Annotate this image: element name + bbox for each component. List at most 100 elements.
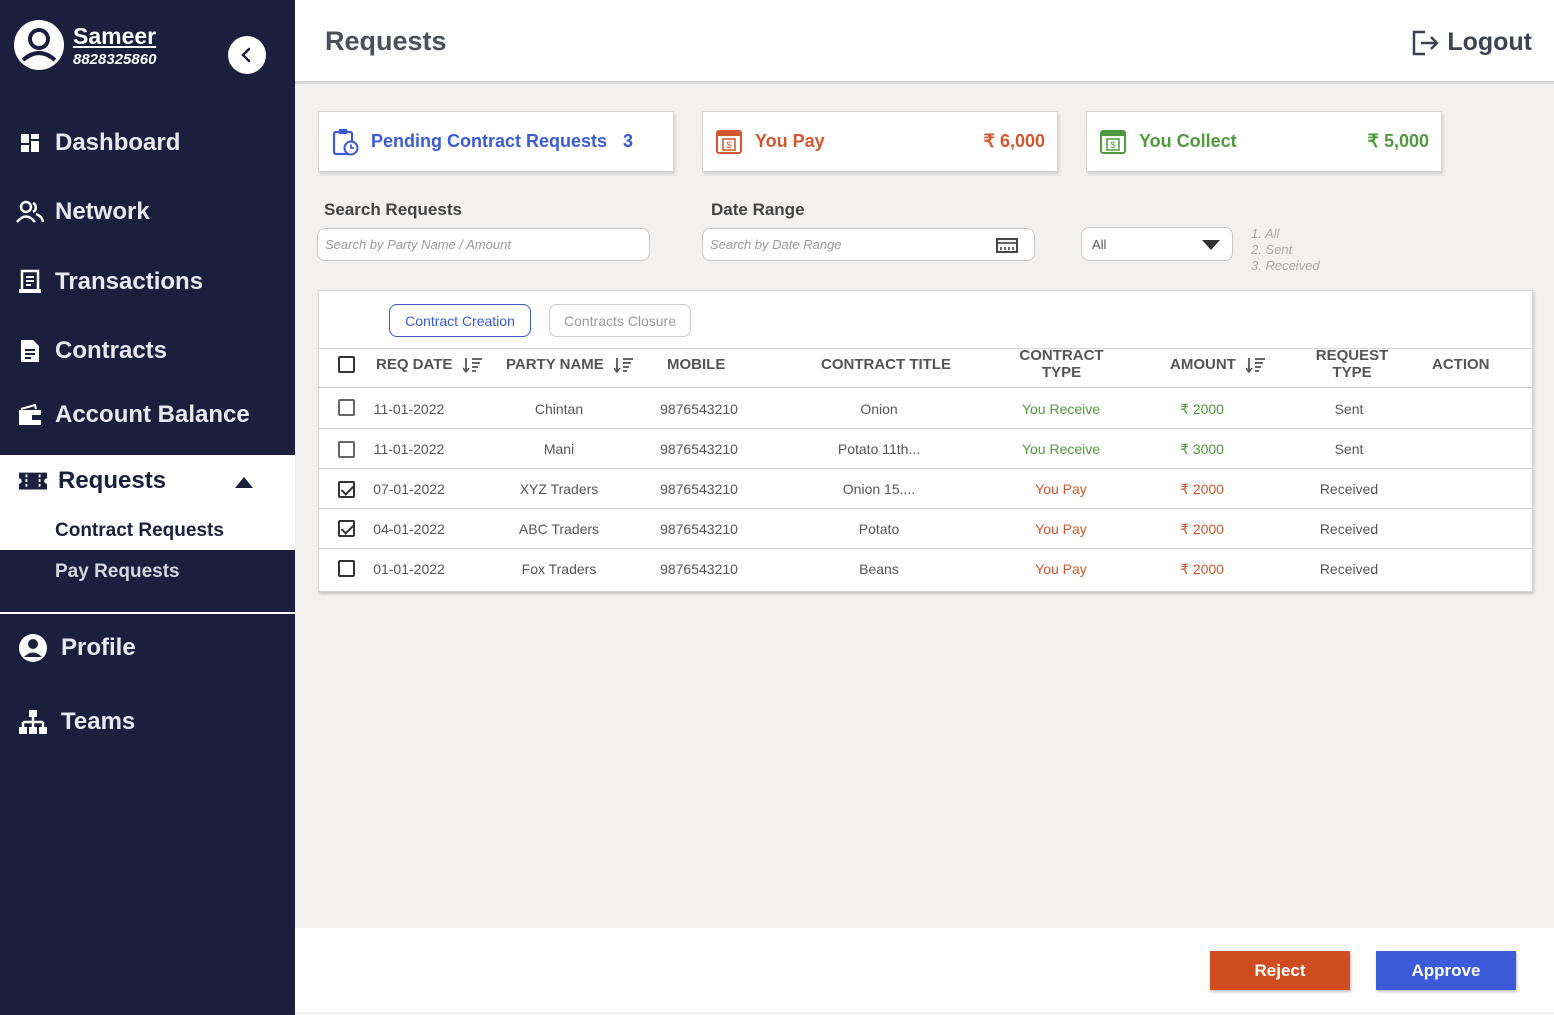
cell-title: Potato 11th... [837,441,921,457]
dropdown-arrow-icon [1202,240,1220,250]
user-phone: 8828325860 [73,50,157,68]
cell-contract-type: You Pay [1035,521,1087,537]
sidebar-item-account-balance[interactable]: Account Balance [0,390,295,440]
sidebar-item-teams[interactable]: Teams [0,697,295,747]
sort-icon [462,358,482,374]
sidebar-item-label: Teams [61,708,136,735]
table-row[interactable]: 01-01-2022 Fox Traders 9876543210 Beans … [319,549,1532,589]
col-party-name[interactable]: PARTY NAME [506,356,634,374]
sidebar-item-label: Contracts [55,337,168,364]
cell-mobile: 9876543210 [660,521,738,537]
you-pay-label: You Pay [755,131,825,151]
sidebar-item-requests[interactable]: Requests [0,455,295,507]
search-label: Search Requests [324,200,462,219]
cell-contract-type: You Pay [1035,561,1087,577]
date-range-label: Date Range [711,200,805,219]
cell-party: XYZ Traders [519,481,599,497]
account-circle-icon [18,633,48,663]
logout-label: Logout [1447,28,1532,56]
cell-party: Mani [543,441,575,457]
cell-amount: ₹ 2000 [1180,560,1224,577]
cell-title: Onion [860,401,898,417]
row-checkbox[interactable] [338,399,355,416]
you-pay-amount: ₹ 6,000 [983,131,1046,151]
pending-requests-count: 3 [622,131,633,151]
select-all-checkbox[interactable] [338,356,355,373]
row-checkbox[interactable] [338,520,355,537]
sidebar-item-label: Account Balance [55,401,250,428]
row-checkbox[interactable] [338,481,355,498]
sidebar-item-network[interactable]: Network [0,187,295,237]
you-pay-card[interactable]: $ You Pay ₹ 6,000 [702,111,1058,172]
col-req-date[interactable]: REQ DATE [376,356,483,374]
cell-date: 04-01-2022 [373,521,445,537]
sidebar-item-transactions[interactable]: Transactions [0,257,295,307]
search-input[interactable]: Search by Party Name / Amount [317,228,650,261]
date-range-placeholder: Search by Date Range [710,237,842,252]
col-request-type: REQUEST TYPE [1297,347,1407,381]
sidebar: Sameer 8828325860 Dashboard Network Tran… [0,0,295,1015]
pending-requests-label: Pending Contract Requests [371,131,608,151]
col-amount[interactable]: AMOUNT [1170,356,1266,374]
logout-button[interactable]: Logout [1411,28,1532,57]
cell-amount: ₹ 2000 [1180,400,1224,417]
option-note: 3. Received [1251,258,1320,273]
cell-contract-type: You Pay [1035,481,1087,497]
cell-mobile: 9876543210 [660,401,738,417]
sidebar-item-contracts[interactable]: Contracts [0,326,295,376]
cell-amount: ₹ 3000 [1180,440,1224,457]
cell-party: Fox Traders [521,561,597,577]
table-header: REQ DATE PARTY NAME MOBILE CONTRACT TITL… [319,347,1532,388]
cell-request-type: Received [1319,481,1379,497]
row-checkbox[interactable] [338,560,355,577]
tab-contract-creation[interactable]: Contract Creation [389,304,531,337]
table-row[interactable]: 07-01-2022 XYZ Traders 9876543210 Onion … [319,469,1532,509]
cell-request-type: Sent [1334,441,1364,457]
col-label: PARTY NAME [506,356,604,373]
wallet-icon [15,400,45,430]
row-checkbox[interactable] [338,441,355,458]
user-name[interactable]: Sameer [73,22,157,49]
sort-icon [1246,358,1265,374]
document-icon [15,336,45,366]
col-label: TYPE [1041,364,1082,381]
request-type-select[interactable]: All [1081,227,1233,261]
sidebar-item-profile[interactable]: Profile [0,623,295,673]
cell-amount: ₹ 2000 [1180,480,1224,497]
cell-request-type: Received [1319,561,1379,577]
sidebar-item-label: Network [55,198,150,225]
sidebar-subitem-label: Pay Requests [55,561,180,582]
calendar-icon[interactable] [996,238,1018,253]
table-row[interactable]: 11-01-2022 Mani 9876543210 Potato 11th..… [319,429,1532,469]
cell-mobile: 9876543210 [660,481,738,497]
you-collect-card[interactable]: $ You Collect ₹ 5,000 [1086,111,1442,172]
cell-request-type: Received [1319,521,1379,537]
cell-request-type: Sent [1334,401,1364,417]
cell-mobile: 9876543210 [660,441,738,457]
user-icon [21,28,57,62]
page-title: Requests [325,26,447,56]
col-label: REQ DATE [376,356,453,373]
hierarchy-icon [18,707,48,737]
pending-requests-card[interactable]: Pending Contract Requests 3 [318,111,674,172]
sidebar-item-dashboard[interactable]: Dashboard [0,118,295,168]
table-row[interactable]: 11-01-2022 Chintan 9876543210 Onion You … [319,389,1532,429]
cell-contract-type: You Receive [1021,441,1101,457]
col-contract-title: CONTRACT TITLE [821,356,951,373]
collapse-sidebar-button[interactable] [228,36,266,74]
option-note: 2. Sent [1251,242,1293,257]
approve-button[interactable]: Approve [1376,951,1516,990]
col-contract-type: CONTRACT TYPE [999,347,1124,381]
footer-bar [295,928,1554,1012]
search-placeholder: Search by Party Name / Amount [325,237,511,252]
payment-window-icon: $ [716,129,742,154]
date-range-input[interactable]: Search by Date Range [702,228,1035,261]
sidebar-item-label: Transactions [55,268,204,295]
table-row[interactable]: 04-01-2022 ABC Traders 9876543210 Potato… [319,509,1532,549]
cell-date: 01-01-2022 [373,561,445,577]
reject-button[interactable]: Reject [1210,951,1350,990]
cell-party: Chintan [534,401,584,417]
sidebar-subitem-contract-requests[interactable]: Contract Requests [0,512,295,550]
tab-contracts-closure[interactable]: Contracts Closure [549,304,691,337]
sidebar-subitem-pay-requests[interactable]: Pay Requests [0,553,295,591]
